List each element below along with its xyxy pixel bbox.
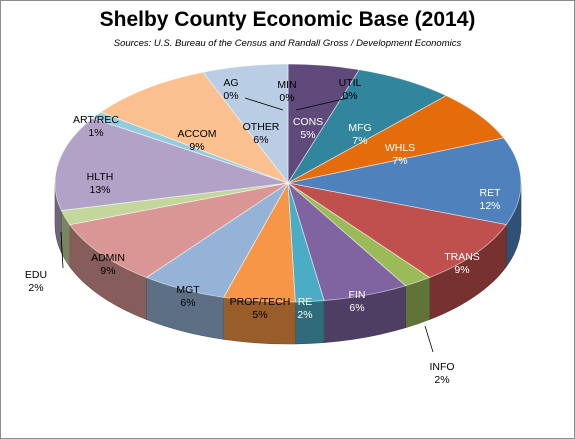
slice-name-whls: WHLS — [385, 142, 415, 154]
slice-percent-cons: 5% — [300, 129, 315, 141]
slice-percent-edu: 2% — [28, 282, 43, 294]
slice-label-mfg: MFG 7% — [348, 122, 371, 147]
slice-label-admin: ADMIN 9% — [91, 252, 125, 277]
pie-slice-other — [202, 63, 289, 185]
slice-label-cons: CONS 5% — [293, 116, 323, 141]
slice-name-cons: CONS — [293, 116, 323, 128]
slice-label-util: UTIL 0% — [339, 77, 362, 102]
slice-label-edu: EDU 2% — [25, 269, 47, 294]
pie-slice-ret — [287, 137, 522, 226]
slice-percent-util: 0% — [342, 90, 357, 102]
slice-label-accom: ACCOM 9% — [177, 128, 216, 153]
slice-name-re: RE — [298, 296, 313, 308]
slice-percent-mgt: 6% — [180, 297, 195, 309]
slice-percent-min: 0% — [279, 92, 294, 104]
slice-name-edu: EDU — [25, 269, 47, 281]
slice-percent-other: 6% — [253, 134, 268, 146]
slice-name-fin: FIN — [349, 289, 366, 301]
slice-label-ret: RET 12% — [479, 187, 501, 212]
slice-percent-mfg: 7% — [352, 135, 367, 147]
slice-percent-fin: 6% — [349, 302, 364, 314]
leader-line-ag — [244, 97, 284, 111]
slice-name-hlth: HLTH — [87, 171, 114, 183]
leader-line-util — [295, 97, 349, 111]
slice-percent-prof-tech: 5% — [252, 309, 267, 321]
slice-name-util: UTIL — [339, 77, 362, 89]
pie-label-group: CONS 5%MFG 7%WHLS 7%RET 12%TRANS 9%INFO 2%FIN 6… — [25, 77, 501, 386]
slice-name-min: MIN — [277, 79, 296, 91]
slice-name-ag: AG — [223, 77, 238, 89]
slice-label-mgt: MGT 6% — [176, 284, 200, 309]
slice-percent-re: 2% — [297, 309, 312, 321]
slice-name-info: INFO — [429, 361, 454, 373]
slice-percent-art-rec: 1% — [88, 127, 103, 139]
slice-name-ret: RET — [480, 187, 502, 199]
chart-title: Shelby County Economic Base (2014) — [99, 8, 476, 31]
slice-percent-whls: 7% — [392, 155, 407, 167]
slice-label-other: OTHER 6% — [243, 121, 280, 146]
slice-name-accom: ACCOM — [177, 128, 216, 140]
pie-slice-trans — [287, 182, 507, 278]
slice-label-min: MIN 0% — [277, 79, 296, 104]
slice-name-other: OTHER — [243, 121, 280, 133]
slice-label-ag: AG 0% — [223, 77, 238, 102]
slice-name-prof-tech: PROF/TECH — [230, 296, 291, 308]
leader-line-info — [424, 325, 434, 353]
slice-percent-info: 2% — [434, 374, 449, 386]
slice-percent-ag: 0% — [223, 90, 238, 102]
pie-slice-accom — [99, 71, 290, 184]
slice-label-trans: TRANS 9% — [444, 251, 480, 276]
slice-label-art-rec: ART/REC 1% — [73, 114, 119, 139]
pie-slice-hlth — [54, 117, 289, 211]
slice-label-whls: WHLS 7% — [385, 142, 415, 167]
slice-percent-trans: 9% — [454, 264, 469, 276]
pie-top-group — [54, 63, 522, 303]
slice-name-admin: ADMIN — [91, 252, 125, 264]
slice-name-art-rec: ART/REC — [73, 114, 119, 126]
slice-percent-ret: 12% — [479, 200, 500, 212]
slice-percent-admin: 9% — [100, 265, 115, 277]
slice-name-mgt: MGT — [176, 284, 200, 296]
chart-subtitle: Sources: U.S. Bureau of the Census and R… — [113, 38, 462, 49]
slice-label-re: RE 2% — [297, 296, 312, 321]
slice-percent-accom: 9% — [189, 141, 204, 153]
slice-name-mfg: MFG — [348, 122, 371, 134]
slice-label-hlth: HLTH 13% — [87, 171, 114, 196]
slice-percent-hlth: 13% — [89, 184, 110, 196]
slice-label-prof-tech: PROF/TECH 5% — [230, 296, 291, 321]
leader-line-edu — [60, 231, 64, 269]
slice-label-info: INFO 2% — [429, 361, 454, 386]
slice-name-trans: TRANS — [444, 251, 480, 263]
pie-slice-admin — [69, 182, 289, 278]
slice-label-fin: FIN 6% — [349, 289, 366, 314]
pie-side-group — [54, 182, 522, 345]
